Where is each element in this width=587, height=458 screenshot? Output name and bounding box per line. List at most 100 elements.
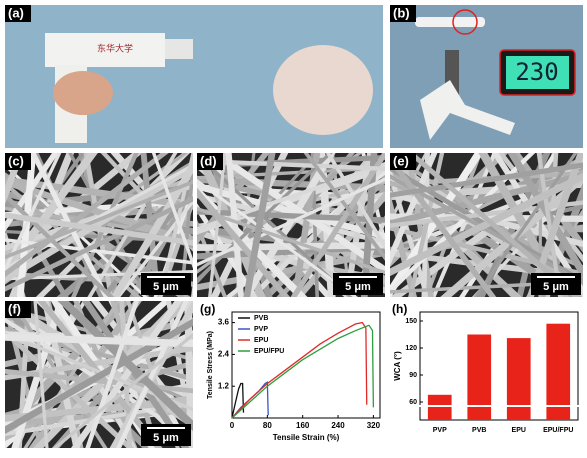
legend-label: EPU	[254, 337, 268, 344]
plot-frame	[419, 311, 579, 421]
coated-hand	[273, 45, 373, 135]
line	[231, 324, 375, 419]
panel-label: (h)	[392, 302, 407, 316]
fiber	[440, 172, 583, 297]
photo-b: 230 (b)	[390, 5, 583, 148]
plot-frame	[231, 311, 381, 419]
panel-label: (a)	[8, 5, 24, 20]
fiber	[405, 153, 434, 297]
panel-label: (g)	[200, 302, 215, 316]
x-tick-label: 80	[263, 421, 272, 430]
fiber	[243, 153, 276, 297]
y-tick-label: 60	[409, 399, 417, 406]
fiber	[390, 153, 536, 295]
highlight	[452, 9, 478, 35]
fiber	[510, 153, 583, 253]
fiber	[110, 159, 193, 297]
nozzle	[165, 39, 193, 59]
x-tick-label: PVB	[472, 427, 486, 434]
hand	[53, 71, 113, 115]
fiber	[390, 162, 583, 198]
legend-label: EPU/FPU	[254, 348, 284, 355]
fiber	[225, 153, 245, 297]
fiber	[33, 301, 49, 448]
y-tick-label: 90	[409, 372, 417, 379]
legend-label: PVP	[254, 326, 268, 333]
fiber	[5, 333, 193, 347]
fiber	[5, 212, 193, 246]
scale-label: 5 μm	[345, 281, 371, 293]
x-tick-label: 0	[230, 421, 235, 430]
scale-label: 5 μm	[543, 281, 569, 293]
fiber	[197, 209, 385, 223]
sem-f: (f) 5 μm	[5, 301, 193, 448]
fiber	[57, 301, 193, 432]
fiber	[390, 200, 583, 228]
x-tick-label: 320	[367, 421, 381, 430]
fiber	[5, 318, 193, 434]
label-bg	[5, 301, 31, 318]
sem-d: (d) 5 μm	[197, 153, 385, 297]
y-tick-label: 150	[405, 318, 417, 325]
fiber	[70, 301, 183, 448]
chart-h: (h) 60 90 120 150 WCA (°) PVP PVB EPU EPU/FPU	[392, 302, 580, 434]
x-tick-label: 240	[331, 421, 345, 430]
bar	[467, 334, 492, 420]
label-bg	[390, 153, 416, 170]
panel-label: (f)	[8, 301, 21, 316]
fiber	[5, 153, 62, 275]
x-tick-label: PVP	[433, 427, 447, 434]
fiber	[5, 192, 115, 297]
fiber	[52, 332, 193, 448]
x-tick-label: EPU/FPU	[543, 427, 573, 434]
label-bg	[5, 5, 31, 22]
panel-label: (b)	[393, 5, 410, 20]
y-tick-label: 2.4	[218, 350, 230, 359]
fiber	[408, 153, 445, 297]
display	[506, 56, 569, 89]
fiber	[71, 153, 139, 297]
scale-label: 5 μm	[153, 281, 179, 293]
x-axis-label: Tensile Strain (%)	[273, 433, 340, 442]
photo-a: 东华大学 (a)	[5, 5, 383, 148]
scale-bg	[531, 273, 581, 295]
fiber	[390, 153, 484, 297]
label-bg	[390, 5, 416, 22]
y-axis-label: WCA (°)	[393, 351, 402, 381]
fiber	[197, 206, 385, 275]
fiber	[5, 153, 143, 267]
x-tick-label: 160	[296, 421, 310, 430]
fiber	[5, 238, 193, 265]
x-tick-label: EPU	[512, 427, 526, 434]
panel-label: (c)	[8, 153, 24, 168]
fiber	[5, 368, 193, 394]
fiber	[85, 301, 139, 448]
y-axis-label: Tensile Stress (MPa)	[207, 331, 214, 399]
fiber	[303, 153, 385, 261]
fiber	[41, 301, 81, 448]
sem-c: (c) 5 μm	[5, 153, 193, 297]
display-value: 230	[515, 58, 558, 86]
scale-bg	[141, 424, 191, 446]
fiber	[5, 196, 193, 292]
scale	[415, 17, 485, 27]
y-tick-label: 120	[405, 345, 417, 352]
line	[231, 321, 368, 419]
fiber	[116, 301, 189, 448]
line	[231, 382, 245, 419]
scale-bg	[141, 273, 191, 295]
scale-label: 5 μm	[153, 432, 179, 444]
fiber	[390, 172, 583, 277]
fiber	[208, 153, 385, 275]
device	[420, 80, 515, 140]
y-tick-label: 3.6	[218, 318, 230, 327]
bar	[546, 323, 571, 420]
fiber	[197, 177, 385, 267]
fiber	[197, 185, 308, 297]
fiber	[197, 241, 385, 252]
fiber	[5, 163, 193, 283]
bar	[427, 394, 452, 420]
label-bg	[5, 153, 31, 170]
fiber	[5, 153, 86, 264]
